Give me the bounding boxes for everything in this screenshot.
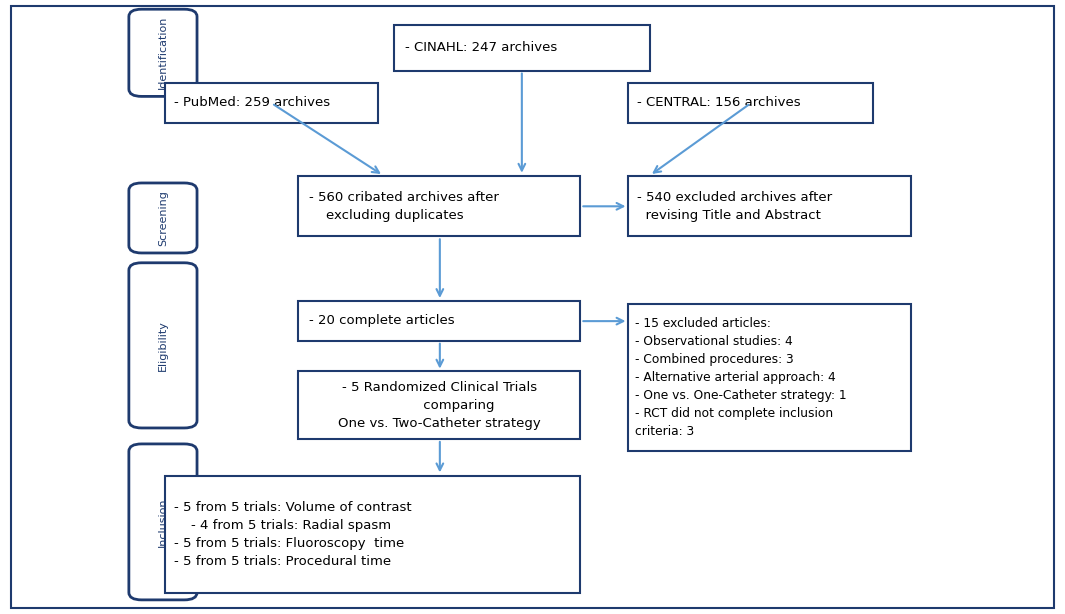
FancyBboxPatch shape	[298, 176, 580, 236]
FancyBboxPatch shape	[628, 83, 873, 123]
FancyBboxPatch shape	[628, 176, 911, 236]
FancyBboxPatch shape	[165, 83, 378, 123]
Text: - CENTRAL: 156 archives: - CENTRAL: 156 archives	[637, 96, 801, 109]
Text: Screening: Screening	[158, 190, 168, 246]
FancyBboxPatch shape	[129, 9, 197, 96]
Text: Identification: Identification	[158, 16, 168, 90]
Text: - CINAHL: 247 archives: - CINAHL: 247 archives	[405, 41, 557, 54]
Text: - 560 cribated archives after
    excluding duplicates: - 560 cribated archives after excluding …	[309, 191, 498, 222]
Text: Inclusion: Inclusion	[158, 497, 168, 546]
FancyBboxPatch shape	[628, 304, 911, 451]
FancyBboxPatch shape	[129, 183, 197, 253]
FancyBboxPatch shape	[129, 263, 197, 428]
FancyBboxPatch shape	[298, 301, 580, 341]
FancyBboxPatch shape	[298, 371, 580, 439]
Text: - 20 complete articles: - 20 complete articles	[309, 314, 455, 327]
Text: - 540 excluded archives after
  revising Title and Abstract: - 540 excluded archives after revising T…	[637, 191, 832, 222]
FancyBboxPatch shape	[129, 444, 197, 600]
Text: - PubMed: 259 archives: - PubMed: 259 archives	[174, 96, 330, 109]
Text: - 5 Randomized Clinical Trials
         comparing
One vs. Two-Catheter strategy: - 5 Randomized Clinical Trials comparing…	[339, 381, 541, 430]
Text: - 15 excluded articles:
- Observational studies: 4
- Combined procedures: 3
- Al: - 15 excluded articles: - Observational …	[635, 317, 847, 438]
FancyBboxPatch shape	[394, 25, 650, 71]
Text: Eligibility: Eligibility	[158, 320, 168, 371]
Text: - 5 from 5 trials: Volume of contrast
    - 4 from 5 trials: Radial spasm
- 5 fr: - 5 from 5 trials: Volume of contrast - …	[174, 500, 411, 568]
FancyBboxPatch shape	[165, 476, 580, 593]
